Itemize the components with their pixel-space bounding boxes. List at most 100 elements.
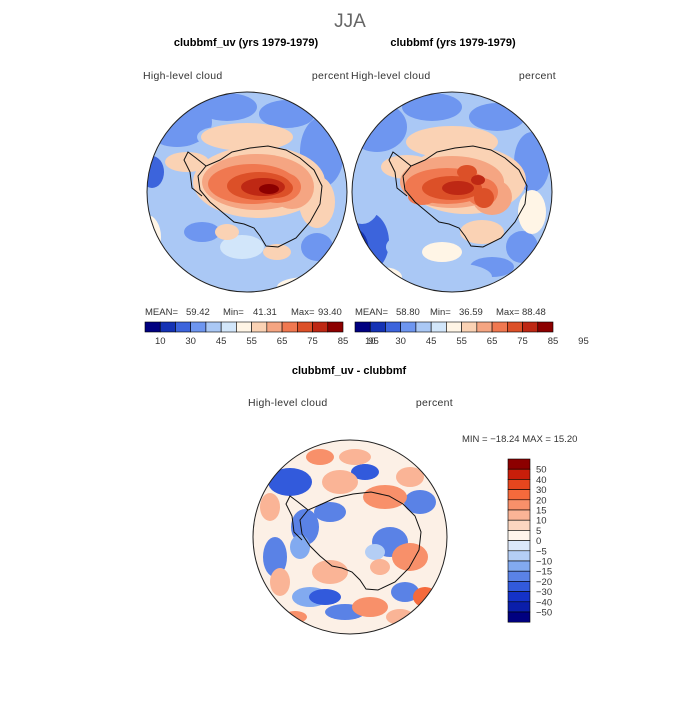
diff-panel-colorbar-tick-label: −40 <box>536 597 552 608</box>
field-patch <box>352 180 380 224</box>
panel-a-colorbar-box <box>251 321 268 333</box>
field-patch <box>165 152 209 172</box>
panel-a-colorbar-box <box>266 321 283 333</box>
panel-b-antarctic-peninsula <box>388 151 412 197</box>
field-patch <box>518 190 546 234</box>
panel-b-colorbar: 10 30 45 55 65 75 85 95 <box>354 321 589 347</box>
field-patch <box>197 93 257 121</box>
panel-a-colorbar-box <box>175 321 191 333</box>
panel-b-variable-label: High-level cloud <box>351 70 431 82</box>
panel-a-colorbar-tick-label: 55 <box>246 336 257 347</box>
panel-a-colorbar-box <box>236 321 252 333</box>
panel-b-map-outline <box>351 91 553 293</box>
diff-panel-colorbar-tick-label: 0 <box>536 536 541 547</box>
panel-b-colorbar-tick-label: 95 <box>578 336 589 347</box>
diff-panel-colorbar-box <box>507 611 531 623</box>
diff-panel-colorbar-box <box>507 458 531 470</box>
panel-a-colorbar-box <box>297 321 313 333</box>
panel-b-colorbar-box <box>522 321 539 333</box>
panel-b-antarctica-coastline <box>402 145 528 248</box>
panel-a-colorbar-box <box>144 321 161 333</box>
field-patch <box>363 485 407 509</box>
diff-panel-colorbar-box <box>507 570 531 582</box>
panel-b-colorbar-tick-label: 45 <box>426 336 437 347</box>
panel-a-mean-label: MEAN= <box>145 307 178 318</box>
diff-panel-colorbar-box <box>507 499 531 511</box>
field-patch <box>506 231 538 263</box>
panel-b-colorbar-box <box>446 321 462 333</box>
diff-panel-cloud-field <box>260 449 437 625</box>
panel-b-colorbar-box <box>491 321 508 333</box>
field-patch <box>314 502 346 522</box>
panel-a-colorbar-box <box>190 321 207 333</box>
diff-panel-units-label: percent <box>416 397 453 409</box>
diff-panel-map <box>252 439 448 635</box>
panel-a-colorbar-box <box>327 321 344 333</box>
panel-b-colorbar-box <box>354 321 371 333</box>
field-patch <box>220 235 264 259</box>
panel-a-colorbar-tick-label: 30 <box>185 336 196 347</box>
field-patch <box>474 188 494 208</box>
panel-a-colorbar-box <box>220 321 237 333</box>
field-patch <box>227 256 307 288</box>
panel-a-colorbar-tick-label: 10 <box>155 336 166 347</box>
diff-panel-colorbar-box <box>507 468 531 480</box>
field-patch <box>309 589 341 605</box>
diff-panel-colorbar-box <box>507 509 531 521</box>
panel-b-map <box>351 91 553 293</box>
panel-b-min-label: Min= <box>430 307 451 318</box>
panel-b-colorbar-tick-label: 30 <box>395 336 406 347</box>
panel-b-max-value: 88.48 <box>522 307 546 318</box>
diff-panel-colorbar-box <box>507 581 531 592</box>
panel-a-variable-label: High-level cloud <box>143 70 223 82</box>
diff-panel-colorbar-tick-label: 5 <box>536 526 541 537</box>
field-patch <box>339 449 371 465</box>
field-patch <box>260 493 280 521</box>
field-patch <box>402 93 462 121</box>
panel-b-title: clubbmf (yrs 1979-1979) <box>390 37 516 49</box>
panel-a-colorbar: 10 30 45 55 65 75 85 95 <box>144 321 379 347</box>
panel-a-max-label: Max= <box>291 307 315 318</box>
panel-b-colorbar-box <box>461 321 478 333</box>
field-patch <box>306 449 334 465</box>
field-patch <box>277 277 337 292</box>
diff-panel-colorbar-box <box>507 591 531 603</box>
diff-panel-colorbar-box <box>507 550 531 562</box>
panel-a-colorbar-tick-label: 95 <box>368 336 379 347</box>
panel-a-colorbar-box <box>205 321 222 333</box>
diff-panel-variable-label: High-level cloud <box>248 397 328 409</box>
panel-a-map-outline <box>146 91 348 293</box>
field-patch <box>422 242 462 262</box>
panel-a-mean-value: 59.42 <box>186 307 210 318</box>
field-patch <box>263 537 287 577</box>
diff-panel-colorbar-tick-label: 30 <box>536 485 547 496</box>
diff-panel-colorbar-box <box>507 519 531 531</box>
panel-a-colorbar-box <box>281 321 298 333</box>
diff-panel-antarctic-peninsula <box>285 495 309 541</box>
diff-panel-colorbar-tick-label: −15 <box>536 567 552 578</box>
panel-a-colorbar-tick-label: 75 <box>307 336 318 347</box>
field-patch <box>268 468 312 496</box>
panel-b-colorbar-box <box>476 321 493 333</box>
field-patch <box>351 464 379 480</box>
panel-a-title: clubbmf_uv (yrs 1979-1979) <box>174 37 319 49</box>
panel-b-colorbar-tick-label: 75 <box>517 336 528 347</box>
field-patch <box>413 587 437 607</box>
field-patch <box>442 181 474 195</box>
field-patch <box>259 100 315 128</box>
field-patch <box>184 222 220 242</box>
panel-b-colorbar-box <box>369 321 386 333</box>
diff-panel-colorbar-tick-label: 40 <box>536 475 547 486</box>
diff-panel-colorbar-box <box>507 560 531 572</box>
diff-panel-colorbar-tick-label: 10 <box>536 516 547 527</box>
field-patch <box>469 103 525 131</box>
field-patch <box>259 184 279 194</box>
panel-b-colorbar-box <box>385 321 401 333</box>
field-patch <box>362 267 402 287</box>
diff-panel-colorbar-tick-label: −50 <box>536 608 552 619</box>
diff-panel-colorbar-tick-label: 50 <box>536 465 547 476</box>
diff-panel-colorbar-box <box>507 530 531 541</box>
panel-a-units-label: percent <box>312 70 349 82</box>
field-patch <box>352 230 369 274</box>
